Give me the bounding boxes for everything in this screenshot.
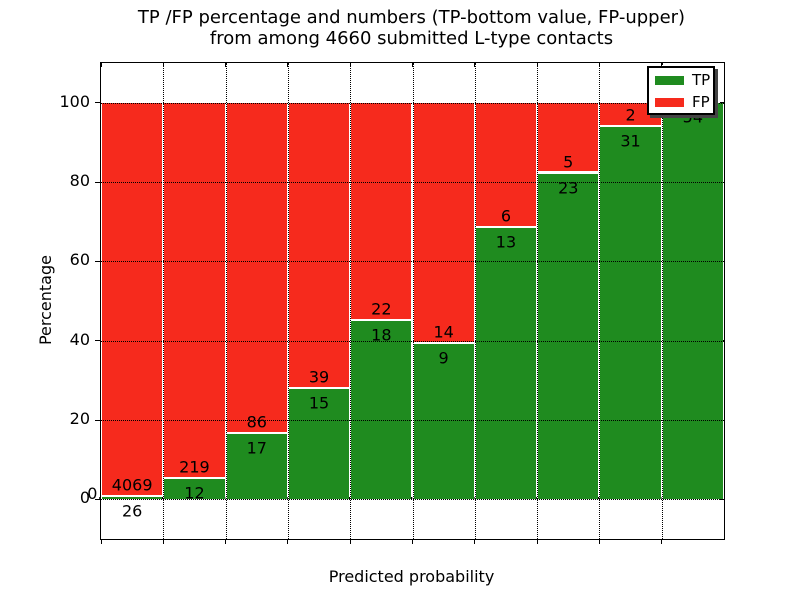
tp-count-label: 26 [121, 501, 143, 521]
x-tick-top [100, 63, 102, 67]
fp-count-label: 22 [371, 299, 392, 319]
y-axis-label: Percentage [36, 255, 55, 346]
tp-count-label: 17 [246, 438, 267, 458]
tp-count-label: 18 [371, 325, 392, 345]
fp-count-label: 5 [563, 152, 574, 171]
tp-bar-segment [600, 126, 661, 500]
x-tick [536, 539, 538, 544]
x-axis-label: Predicted probability [328, 567, 495, 586]
x-gridline [537, 63, 539, 539]
x-gridline [350, 63, 352, 539]
x-tick [349, 539, 351, 544]
legend-item-fp: FP [655, 92, 713, 112]
tp-bar-segment [102, 496, 163, 500]
tp-count-label: 13 [495, 232, 517, 252]
tp-count-label: 23 [558, 178, 579, 197]
x-tick [661, 539, 663, 544]
x-tick [287, 539, 289, 544]
fp-bar-segment [164, 102, 225, 477]
tp-count-label: 15 [308, 393, 330, 413]
tp-bar-segment [351, 320, 412, 500]
bar-segment-divider [600, 124, 661, 127]
bar-segment-divider [164, 476, 225, 479]
y-tick [95, 102, 101, 104]
tp-bar-segment [662, 102, 723, 500]
y-tick [95, 181, 101, 183]
y-tick [95, 340, 101, 342]
x-gridline [599, 63, 601, 539]
tp-bar-segment [538, 173, 599, 500]
x-tick [162, 539, 164, 544]
tp-bar-segment [164, 478, 225, 500]
tp-count-label: 31 [620, 131, 641, 151]
y-gridline [101, 420, 724, 421]
y-tick-label: 80 [69, 171, 90, 190]
y-tick-label: 100 [59, 91, 90, 111]
y-tick [95, 260, 101, 262]
fp-bar-segment [288, 102, 350, 388]
chart-title-line2: from among 4660 submitted L-type contact… [209, 28, 614, 49]
fp-bar-segment [413, 102, 474, 343]
bar-segment-divider [351, 318, 412, 321]
fp-count-label: 4069 [111, 475, 153, 495]
tp-bar-segment [288, 389, 350, 500]
y-tick-label: 20 [69, 409, 90, 428]
fp-count-label: 219 [179, 457, 210, 477]
fp-bar-segment [351, 102, 412, 319]
y-gridline [101, 182, 724, 183]
x-gridline [225, 63, 227, 539]
x-tick [100, 539, 102, 544]
tp-count-label: 12 [184, 483, 205, 503]
x-tick [598, 539, 600, 544]
x-gridline [412, 63, 414, 539]
fp-bar-segment [600, 102, 661, 125]
y-gridline [101, 261, 724, 263]
x-tick [474, 539, 476, 544]
x-gridline [287, 63, 289, 539]
tp-bar-segment [475, 227, 537, 500]
tp-count-label: 9 [438, 348, 449, 368]
x-tick [225, 539, 227, 544]
fp-legend-label: FP [692, 92, 710, 111]
x-gridline [163, 63, 165, 539]
y-tick [95, 419, 101, 421]
fp-count-label: 6 [500, 206, 512, 226]
x-tick [412, 539, 413, 544]
legend-item-tp: TP [655, 70, 713, 90]
bar-segment-divider [413, 342, 474, 345]
y-gridline [101, 499, 724, 501]
fp-legend-swatch [655, 97, 684, 107]
fp-count-label: 14 [433, 322, 454, 342]
y-tick-label: 60 [69, 250, 90, 270]
y-gridline [101, 340, 724, 342]
y-tick-label: 40 [69, 329, 90, 349]
tp-legend-label: TP [692, 70, 711, 89]
y-gridline [101, 102, 724, 104]
fp-count-label: 2 [625, 105, 636, 125]
x-gridline [474, 63, 476, 539]
bar-segment-divider [538, 171, 599, 174]
y-tick [95, 498, 101, 500]
x-gridline [661, 63, 663, 539]
tp-bar-segment [226, 433, 287, 500]
bar-segment-divider [475, 225, 537, 228]
fp-bar-segment [226, 102, 287, 432]
y-tick-label: 0 [79, 488, 90, 508]
fp-bar-segment [475, 102, 537, 226]
fp-count-label: 39 [308, 367, 330, 387]
tp-legend-swatch [655, 75, 684, 85]
chart-title-line1: TP /FP percentage and numbers (TP-bottom… [137, 7, 686, 28]
bar-segment-divider [226, 431, 287, 434]
bar-segment-divider [102, 494, 163, 497]
tp-bar-segment [413, 344, 474, 500]
bar-segment-divider [288, 387, 350, 390]
chart-title: TP /FP percentage and numbers (TP-bottom… [100, 7, 723, 49]
fp-count-label: 86 [246, 412, 267, 432]
fp-bar-segment [538, 102, 599, 172]
fp-bar-segment [102, 102, 163, 495]
legend: TP FP [647, 66, 715, 115]
plot-area: 4069 26 219 12 86 17 39 15 22 18 14 9 6 13 5 23 2 31 54 [95, 62, 725, 544]
